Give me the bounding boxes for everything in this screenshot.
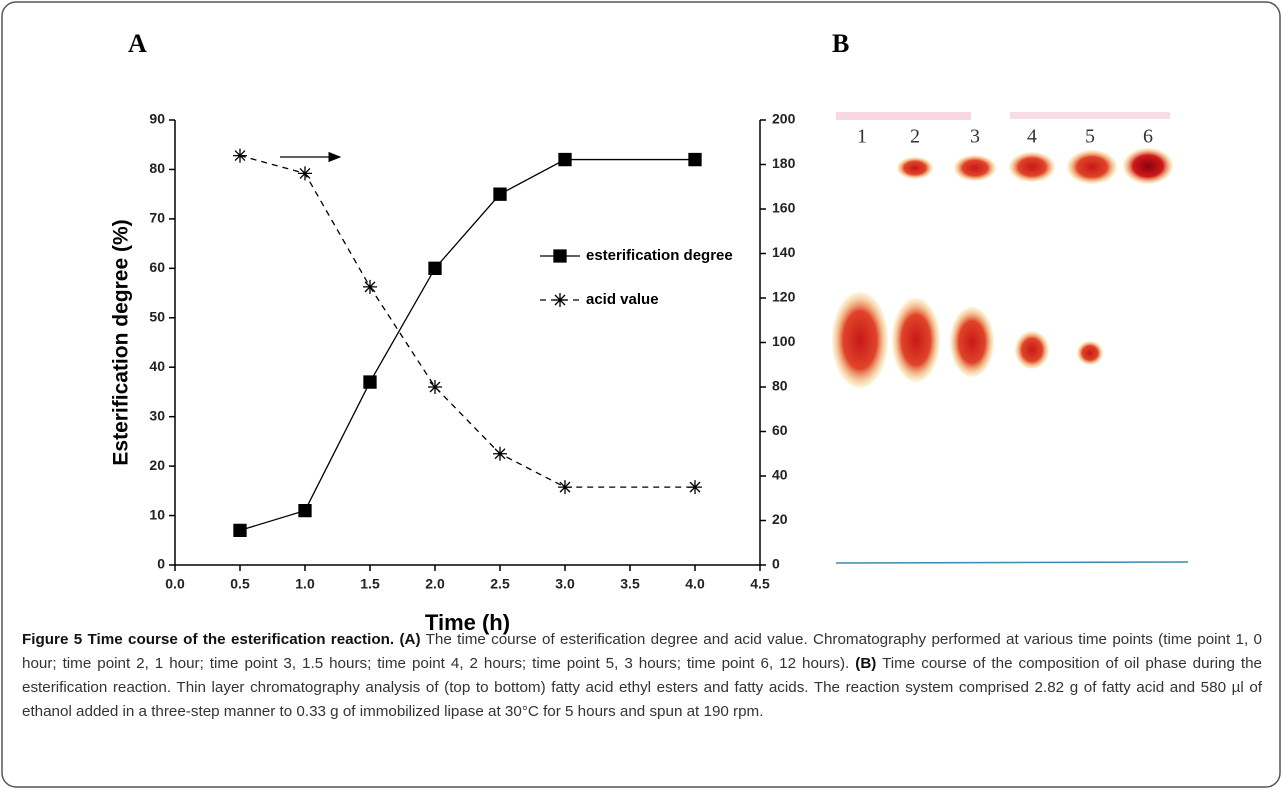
y-tick-label: 10 bbox=[149, 506, 165, 522]
y-tick-label: 20 bbox=[149, 457, 165, 473]
spot bbox=[892, 298, 940, 382]
spot bbox=[832, 292, 888, 388]
marker bbox=[233, 148, 247, 163]
x-tick-label: 1.5 bbox=[360, 576, 380, 592]
spot bbox=[1009, 152, 1055, 182]
spot bbox=[1015, 331, 1049, 369]
legend-label: esterification degree bbox=[586, 247, 733, 264]
spot bbox=[1077, 341, 1103, 365]
spot bbox=[950, 307, 994, 377]
x-tick-label: 4.0 bbox=[685, 576, 705, 592]
marker bbox=[363, 375, 377, 389]
band bbox=[1010, 112, 1170, 119]
chart: 0.0 0.5 1.0 1.5 2.0 2.5 3.0 3.5 4.0 4.50102030405… bbox=[110, 111, 796, 635]
y2-tick-label: 120 bbox=[772, 289, 796, 305]
marker bbox=[363, 279, 377, 294]
band bbox=[836, 112, 971, 120]
y2-tick-label: 160 bbox=[772, 200, 796, 216]
marker bbox=[233, 523, 247, 538]
x-tick-label: 2.0 bbox=[425, 576, 445, 592]
marker bbox=[688, 480, 702, 495]
x-axis-label: Time (h) bbox=[425, 610, 510, 635]
caption-text: Time course of the composition of oil ph… bbox=[22, 655, 1262, 720]
x-tick-label: 3.0 bbox=[555, 576, 575, 592]
lane-label: 1 bbox=[857, 126, 867, 148]
marker bbox=[558, 152, 572, 167]
y-tick-label: 90 bbox=[149, 111, 165, 127]
y-tick-label: 50 bbox=[149, 308, 165, 324]
y2-tick-label: 200 bbox=[772, 111, 796, 127]
marker bbox=[493, 446, 507, 461]
legend-label: acid value bbox=[586, 291, 659, 308]
spot bbox=[1123, 148, 1173, 184]
y2-tick-label: 140 bbox=[772, 244, 796, 260]
baseline bbox=[835, 561, 1189, 564]
x-tick-label: 0.5 bbox=[230, 576, 250, 592]
marker bbox=[553, 249, 567, 263]
x-tick-label: 0.0 bbox=[165, 576, 185, 592]
series-line bbox=[239, 154, 695, 488]
y-tick-label: 60 bbox=[149, 259, 165, 275]
y-tick-label: 30 bbox=[149, 407, 165, 423]
lane-label: 6 bbox=[1143, 126, 1153, 148]
x-tick-label: 1.0 bbox=[295, 576, 315, 592]
y2-tick-label: 40 bbox=[772, 467, 788, 483]
marker bbox=[493, 187, 507, 201]
marker bbox=[298, 166, 312, 181]
y-tick-label: 0 bbox=[157, 556, 165, 572]
y2-tick-label: 100 bbox=[772, 333, 796, 349]
panel-label: B bbox=[832, 29, 849, 58]
series-line bbox=[239, 158, 695, 532]
marker bbox=[553, 293, 567, 307]
y2-tick-label: 0 bbox=[772, 556, 780, 572]
marker bbox=[428, 261, 442, 275]
marker bbox=[558, 480, 572, 495]
y2-tick-label: 20 bbox=[772, 511, 788, 527]
y2-tick-label: 80 bbox=[772, 378, 788, 394]
spot bbox=[1067, 150, 1117, 184]
x-tick-label: 3.5 bbox=[620, 576, 640, 592]
marker bbox=[298, 503, 312, 518]
caption-label: (A) bbox=[399, 631, 421, 648]
y-axis-label: Esterification degree (%) bbox=[110, 219, 133, 465]
lane-label: 3 bbox=[970, 126, 980, 148]
panel-label: A bbox=[128, 29, 147, 58]
x-tick-label: 2.5 bbox=[490, 576, 510, 592]
y-tick-label: 80 bbox=[149, 160, 165, 176]
y-tick-label: 40 bbox=[149, 358, 165, 374]
caption: Figure 5 Time course of the esterificati… bbox=[22, 628, 1262, 724]
caption-title: Figure 5 Time course of the esterificati… bbox=[22, 631, 395, 648]
tlc-plate: 1 2 3 4 5 6 bbox=[832, 112, 1189, 564]
y2-tick-label: 60 bbox=[772, 422, 788, 438]
marker bbox=[688, 152, 702, 167]
x-tick-label: 4.5 bbox=[750, 576, 770, 592]
lane-label: 5 bbox=[1085, 126, 1095, 148]
y2-tick-label: 180 bbox=[772, 155, 796, 171]
lane-label: 2 bbox=[910, 126, 920, 148]
spot bbox=[954, 155, 996, 181]
marker bbox=[428, 380, 442, 394]
spot bbox=[897, 157, 933, 179]
lane-label: 4 bbox=[1027, 126, 1037, 148]
y-tick-label: 70 bbox=[149, 210, 165, 226]
caption-text: The time course of esterification degree… bbox=[22, 631, 1262, 672]
caption-label: (B) bbox=[855, 655, 877, 672]
